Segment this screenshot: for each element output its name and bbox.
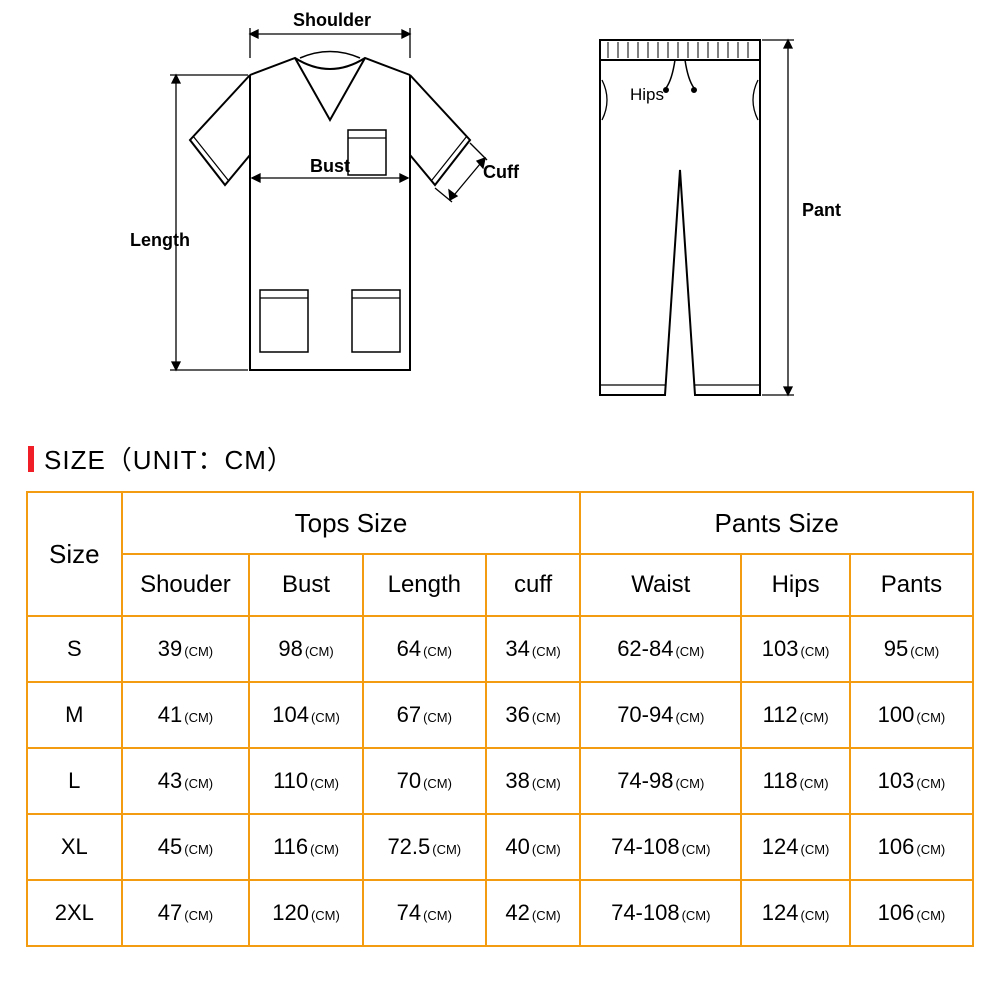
pants-diagram <box>540 10 840 420</box>
section-title: SIZE（UNIT：CM） <box>44 440 294 477</box>
label-bust: Bust <box>310 156 350 177</box>
cell-value: 42(CM) <box>486 880 581 946</box>
cell-value: 110(CM) <box>249 748 363 814</box>
header-size: Size <box>27 492 122 616</box>
cell-value: 124(CM) <box>741 880 850 946</box>
header-pants: Pants Size <box>580 492 973 554</box>
cell-size: M <box>27 682 122 748</box>
cell-value: 118(CM) <box>741 748 850 814</box>
cell-value: 104(CM) <box>249 682 363 748</box>
label-shoulder: Shoulder <box>293 10 371 31</box>
cell-value: 45(CM) <box>122 814 250 880</box>
label-length: Length <box>130 230 190 251</box>
cell-value: 47(CM) <box>122 880 250 946</box>
table-row: XL45(CM)116(CM)72.5(CM)40(CM)74-108(CM)1… <box>27 814 973 880</box>
cell-size: L <box>27 748 122 814</box>
cell-value: 36(CM) <box>486 682 581 748</box>
cell-value: 124(CM) <box>741 814 850 880</box>
header-tops: Tops Size <box>122 492 581 554</box>
label-cuff: Cuff <box>483 162 519 183</box>
cell-value: 39(CM) <box>122 616 250 682</box>
cell-value: 106(CM) <box>850 880 973 946</box>
cell-value: 62-84(CM) <box>580 616 741 682</box>
header-col: Hips <box>741 554 850 616</box>
cell-value: 74-108(CM) <box>580 814 741 880</box>
cell-value: 43(CM) <box>122 748 250 814</box>
cell-value: 100(CM) <box>850 682 973 748</box>
cell-value: 67(CM) <box>363 682 486 748</box>
cell-value: 72.5(CM) <box>363 814 486 880</box>
diagram-area: Shoulder Bust Length Cuff <box>0 0 1000 430</box>
size-table: Size Tops Size Pants Size ShouderBustLen… <box>26 491 974 947</box>
table-row: M41(CM)104(CM)67(CM)36(CM)70-94(CM)112(C… <box>27 682 973 748</box>
cell-value: 74-108(CM) <box>580 880 741 946</box>
header-col: Pants <box>850 554 973 616</box>
cell-value: 112(CM) <box>741 682 850 748</box>
table-row: 2XL47(CM)120(CM)74(CM)42(CM)74-108(CM)12… <box>27 880 973 946</box>
table-row: S39(CM)98(CM)64(CM)34(CM)62-84(CM)103(CM… <box>27 616 973 682</box>
section-title-row: SIZE（UNIT：CM） <box>0 440 1000 477</box>
cell-value: 38(CM) <box>486 748 581 814</box>
label-hips: Hips <box>630 85 664 105</box>
header-col: Waist <box>580 554 741 616</box>
shirt-diagram <box>130 10 510 420</box>
cell-value: 103(CM) <box>850 748 973 814</box>
header-col: Length <box>363 554 486 616</box>
cell-size: S <box>27 616 122 682</box>
table-col-row: ShouderBustLengthcuffWaistHipsPants <box>27 554 973 616</box>
cell-value: 41(CM) <box>122 682 250 748</box>
cell-value: 106(CM) <box>850 814 973 880</box>
cell-value: 70(CM) <box>363 748 486 814</box>
table-row: L43(CM)110(CM)70(CM)38(CM)74-98(CM)118(C… <box>27 748 973 814</box>
header-col: Shouder <box>122 554 250 616</box>
accent-bar <box>28 446 34 472</box>
cell-value: 70-94(CM) <box>580 682 741 748</box>
cell-value: 116(CM) <box>249 814 363 880</box>
cell-size: 2XL <box>27 880 122 946</box>
label-pant: Pant <box>802 200 841 221</box>
header-col: Bust <box>249 554 363 616</box>
cell-value: 74(CM) <box>363 880 486 946</box>
cell-value: 64(CM) <box>363 616 486 682</box>
cell-value: 34(CM) <box>486 616 581 682</box>
cell-value: 95(CM) <box>850 616 973 682</box>
cell-value: 103(CM) <box>741 616 850 682</box>
cell-value: 98(CM) <box>249 616 363 682</box>
cell-value: 74-98(CM) <box>580 748 741 814</box>
cell-size: XL <box>27 814 122 880</box>
table-group-row: Size Tops Size Pants Size <box>27 492 973 554</box>
header-col: cuff <box>486 554 581 616</box>
cell-value: 120(CM) <box>249 880 363 946</box>
cell-value: 40(CM) <box>486 814 581 880</box>
